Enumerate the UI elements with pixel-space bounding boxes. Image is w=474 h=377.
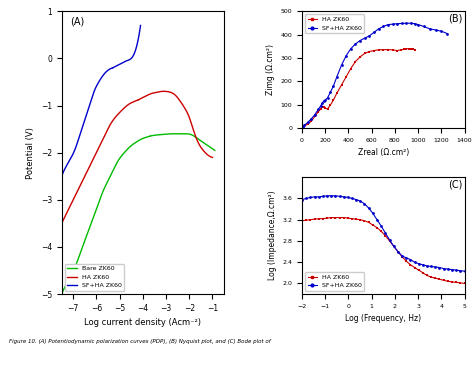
Text: (C): (C) — [448, 179, 463, 190]
X-axis label: Log (Frequency, Hz): Log (Frequency, Hz) — [345, 314, 421, 323]
Text: Figure 10. (A) Potentiodynamic polarization curves (PDP), (B) Nyquist plot, and : Figure 10. (A) Potentiodynamic polarizat… — [9, 339, 271, 344]
X-axis label: Zreal (Ω.cm²): Zreal (Ω.cm²) — [358, 149, 409, 158]
Text: (B): (B) — [448, 14, 463, 24]
Y-axis label: Zimg (Ω.cm²): Zimg (Ω.cm²) — [266, 44, 275, 95]
Y-axis label: Log (Impedance,Ω.cm²): Log (Impedance,Ω.cm²) — [268, 191, 277, 280]
X-axis label: Log current density (Acm⁻²): Log current density (Acm⁻²) — [84, 318, 201, 327]
Text: (A): (A) — [70, 17, 84, 27]
Y-axis label: Potential (V): Potential (V) — [26, 127, 35, 179]
Legend: HA ZK60, SF+HA ZK60: HA ZK60, SF+HA ZK60 — [305, 272, 365, 291]
Legend: Bare ZK60, HA ZK60, SF+HA ZK60: Bare ZK60, HA ZK60, SF+HA ZK60 — [65, 264, 124, 291]
Legend: HA ZK60, SF+HA ZK60: HA ZK60, SF+HA ZK60 — [305, 14, 365, 33]
